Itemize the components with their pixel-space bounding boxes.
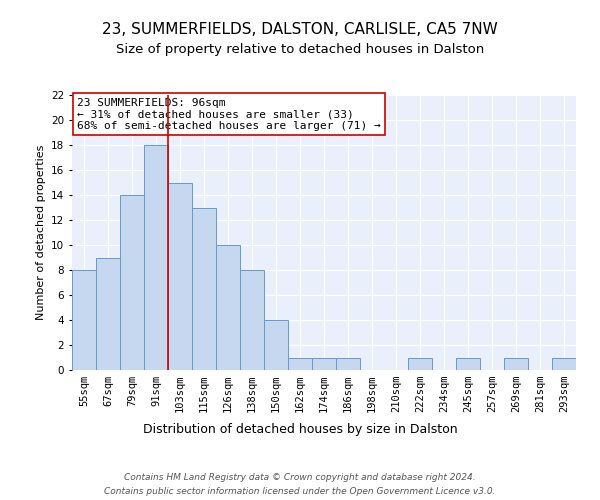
- Y-axis label: Number of detached properties: Number of detached properties: [35, 145, 46, 320]
- Bar: [336, 358, 360, 370]
- Text: 23, SUMMERFIELDS, DALSTON, CARLISLE, CA5 7NW: 23, SUMMERFIELDS, DALSTON, CARLISLE, CA5…: [102, 22, 498, 38]
- Bar: [408, 358, 432, 370]
- Text: Contains HM Land Registry data © Crown copyright and database right 2024.: Contains HM Land Registry data © Crown c…: [124, 472, 476, 482]
- Bar: [216, 245, 240, 370]
- Text: Size of property relative to detached houses in Dalston: Size of property relative to detached ho…: [116, 42, 484, 56]
- Bar: [312, 358, 336, 370]
- Bar: [120, 195, 144, 370]
- Bar: [168, 182, 192, 370]
- Bar: [144, 145, 168, 370]
- Text: Distribution of detached houses by size in Dalston: Distribution of detached houses by size …: [143, 422, 457, 436]
- Bar: [552, 358, 576, 370]
- Bar: [456, 358, 480, 370]
- Bar: [264, 320, 288, 370]
- Bar: [192, 208, 216, 370]
- Text: 23 SUMMERFIELDS: 96sqm
← 31% of detached houses are smaller (33)
68% of semi-det: 23 SUMMERFIELDS: 96sqm ← 31% of detached…: [77, 98, 381, 131]
- Bar: [504, 358, 528, 370]
- Text: Contains public sector information licensed under the Open Government Licence v3: Contains public sector information licen…: [104, 488, 496, 496]
- Bar: [96, 258, 120, 370]
- Bar: [240, 270, 264, 370]
- Bar: [72, 270, 96, 370]
- Bar: [288, 358, 312, 370]
